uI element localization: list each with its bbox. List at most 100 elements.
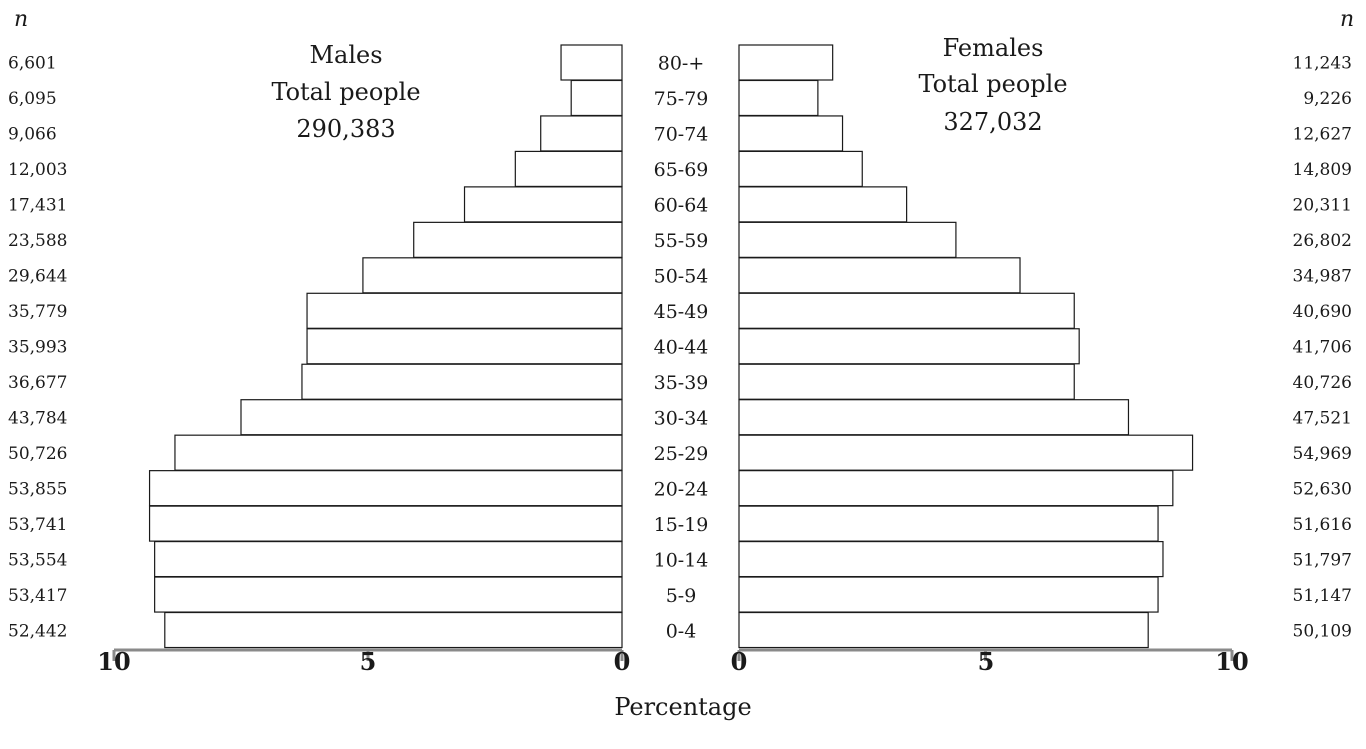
female-total-label: Total people [918, 70, 1067, 98]
female-bar-30-34 [738, 399, 1130, 436]
female-count-10-14: 51,797 [1293, 550, 1352, 570]
female-bar-35-39 [738, 363, 1075, 400]
female-count-25-29: 54,969 [1293, 444, 1352, 464]
male-tick-label-0: 0 [614, 647, 631, 676]
male-bars [148, 44, 623, 649]
male-count-20-24: 53,855 [8, 479, 67, 499]
female-tick-label-5: 5 [978, 647, 995, 676]
female-count-30-34: 47,521 [1293, 408, 1352, 428]
female-tick-label-10: 10 [1215, 647, 1248, 676]
female-bar-70-74 [738, 115, 844, 152]
female-bar-10-14 [738, 540, 1164, 578]
age-label-35-39: 35-39 [654, 372, 709, 394]
age-label-10-14: 10-14 [654, 549, 709, 571]
female-count-80-+: 11,243 [1293, 54, 1352, 74]
female-bars [738, 44, 1194, 649]
age-label-45-49: 45-49 [654, 301, 709, 323]
female-bar-60-64 [738, 186, 908, 223]
female-count-50-54: 34,987 [1293, 267, 1352, 287]
male-total-label: Total people [271, 78, 420, 106]
female-count-60-64: 20,311 [1293, 196, 1352, 216]
male-count-40-44: 35,993 [8, 338, 67, 358]
female-count-70-74: 12,627 [1293, 125, 1352, 145]
age-label-55-59: 55-59 [654, 230, 709, 252]
male-bar-70-74 [540, 115, 623, 152]
age-label-40-44: 40-44 [654, 337, 709, 359]
female-count-header: n [1340, 7, 1354, 32]
age-label-80-+: 80-+ [658, 53, 705, 75]
female-bar-50-54 [738, 257, 1021, 294]
female-bar-65-69 [738, 150, 863, 188]
male-bar-5-9 [154, 576, 623, 613]
male-bar-0-4 [164, 611, 623, 649]
age-label-50-54: 50-54 [654, 266, 709, 288]
female-count-55-59: 26,802 [1293, 231, 1352, 251]
age-label-25-29: 25-29 [654, 443, 709, 465]
female-bar-20-24 [738, 470, 1174, 507]
x-axis-title: Percentage [614, 693, 751, 721]
male-count-60-64: 17,431 [8, 196, 67, 216]
male-bar-35-39 [301, 363, 623, 400]
age-label-30-34: 30-34 [654, 407, 709, 429]
male-count-50-54: 29,644 [8, 267, 67, 287]
age-label-5-9: 5-9 [666, 585, 697, 607]
female-count-15-19: 51,616 [1293, 515, 1352, 535]
male-count-45-49: 35,779 [8, 302, 67, 322]
female-count-0-4: 50,109 [1293, 621, 1352, 641]
male-count-5-9: 53,417 [8, 586, 67, 606]
male-bar-50-54 [362, 257, 623, 294]
male-count-15-19: 53,741 [8, 515, 67, 535]
female-count-45-49: 40,690 [1293, 302, 1352, 322]
age-group-labels: 0-4 5-9 10-14 15-19 20-24 25-29 30-34 35-39 40-4… [654, 53, 709, 643]
male-count-0-4: 52,442 [8, 621, 67, 641]
male-bar-80-+ [560, 44, 623, 81]
female-count-5-9: 51,147 [1293, 586, 1352, 606]
male-count-header: n [14, 7, 28, 32]
male-count-25-29: 50,726 [8, 444, 67, 464]
male-count-10-14: 53,554 [8, 550, 67, 570]
x-axes [112, 648, 1234, 661]
female-bar-5-9 [738, 576, 1159, 613]
male-bar-30-34 [240, 399, 623, 436]
male-count-30-34: 43,784 [8, 408, 67, 428]
female-bar-25-29 [738, 434, 1194, 471]
female-bar-45-49 [738, 292, 1075, 329]
male-total-value: 290,383 [296, 115, 395, 143]
female-count-65-69: 14,809 [1293, 160, 1352, 180]
male-bar-40-44 [306, 328, 623, 365]
female-count-75-79: 9,226 [1303, 89, 1352, 109]
male-bar-20-24 [148, 470, 623, 507]
male-bar-65-69 [514, 150, 623, 188]
male-bar-10-14 [154, 540, 623, 578]
female-bar-40-44 [738, 328, 1080, 365]
age-label-65-69: 65-69 [654, 159, 709, 181]
male-count-35-39: 36,677 [8, 373, 67, 393]
female-count-20-24: 52,630 [1293, 479, 1352, 499]
male-group-title: Males [309, 41, 382, 69]
female-total-value: 327,032 [943, 108, 1042, 136]
male-bar-45-49 [306, 292, 623, 329]
male-count-55-59: 23,588 [8, 231, 67, 251]
female-bar-0-4 [738, 611, 1149, 649]
male-bar-75-79 [570, 79, 623, 117]
age-label-0-4: 0-4 [666, 620, 697, 642]
female-count-40-44: 41,706 [1293, 338, 1352, 358]
male-count-80-+: 6,601 [8, 54, 57, 74]
male-count-65-69: 12,003 [8, 160, 67, 180]
female-tick-label-0: 0 [731, 647, 748, 676]
male-bar-25-29 [174, 434, 623, 471]
age-label-60-64: 60-64 [654, 195, 709, 217]
female-bar-15-19 [738, 505, 1159, 542]
male-tick-label-5: 5 [360, 647, 377, 676]
male-count-75-79: 6,095 [8, 89, 57, 109]
female-count-35-39: 40,726 [1293, 373, 1352, 393]
male-count-labels: 52,442 53,417 53,554 53,741 53,855 50,726 43,7… [8, 54, 67, 642]
age-label-70-74: 70-74 [654, 124, 709, 146]
male-count-70-74: 9,066 [8, 125, 57, 145]
female-bar-55-59 [738, 221, 957, 258]
male-bar-60-64 [463, 186, 623, 223]
male-tick-label-10: 10 [97, 647, 130, 676]
female-bar-75-79 [738, 79, 819, 117]
male-bar-55-59 [413, 221, 623, 258]
